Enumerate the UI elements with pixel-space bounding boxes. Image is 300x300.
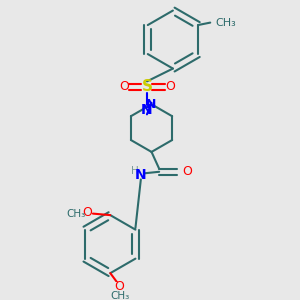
Text: O: O — [182, 165, 192, 178]
Text: N: N — [135, 168, 147, 182]
Text: N: N — [141, 103, 153, 117]
Text: CH₃: CH₃ — [215, 18, 236, 28]
Text: O: O — [165, 80, 175, 93]
Text: O: O — [119, 80, 129, 93]
Text: O: O — [82, 206, 92, 219]
Text: S: S — [141, 80, 152, 94]
Text: O: O — [114, 280, 124, 293]
Text: N: N — [146, 98, 157, 111]
Text: CH₃: CH₃ — [111, 291, 130, 300]
Text: H: H — [131, 166, 139, 176]
Text: CH₃: CH₃ — [66, 208, 85, 219]
